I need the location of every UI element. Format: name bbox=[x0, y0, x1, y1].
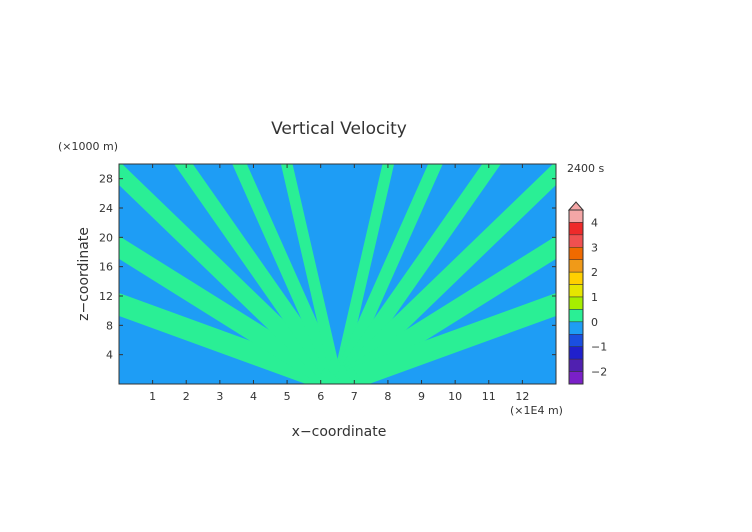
positive-band bbox=[327, 236, 556, 384]
positive-band bbox=[331, 164, 395, 384]
y-axis: 4 8 12 16 20 24 28 bbox=[99, 173, 556, 362]
colorbar-swatch bbox=[568, 309, 584, 323]
colorbar-swatch bbox=[568, 371, 584, 385]
positive-band bbox=[338, 373, 351, 384]
colorbar-label: 0 bbox=[591, 316, 598, 329]
positive-band bbox=[328, 358, 341, 375]
colorbar-swatch bbox=[568, 209, 584, 223]
x-tick-label: 7 bbox=[351, 390, 358, 403]
colorbar-label: 1 bbox=[591, 291, 598, 304]
y-axis-label: z−coordinate bbox=[76, 227, 92, 321]
x-tick-label: 9 bbox=[418, 390, 425, 403]
positive-band bbox=[174, 164, 346, 384]
positive-band bbox=[232, 164, 345, 384]
colorbar-frame bbox=[568, 209, 584, 385]
x-tick-label: 8 bbox=[384, 390, 391, 403]
y-tick-label: 28 bbox=[99, 173, 113, 186]
x-tick-label: 3 bbox=[216, 390, 223, 403]
time-label: 2400 s bbox=[567, 162, 604, 175]
x-tick-label: 1 bbox=[149, 390, 156, 403]
plot-frame bbox=[118, 163, 557, 385]
x-tick-label: 4 bbox=[250, 390, 257, 403]
y-tick-label: 12 bbox=[99, 290, 113, 303]
positive-band bbox=[119, 236, 348, 384]
x-axis-label: x−coordinate bbox=[292, 424, 387, 440]
y-tick-label: 16 bbox=[99, 261, 113, 274]
colorbar-swatch bbox=[568, 259, 584, 273]
negative-velocity-region bbox=[119, 164, 556, 384]
colorbar-swatch bbox=[568, 358, 584, 372]
colorbar-swatch bbox=[568, 271, 584, 285]
positive-band bbox=[326, 292, 556, 384]
colorbar-swatch bbox=[568, 296, 584, 310]
chart-title: Vertical Velocity bbox=[271, 119, 407, 139]
positive-velocity-bands bbox=[119, 164, 556, 384]
x-unit-label: (×1E4 m) bbox=[510, 404, 563, 417]
positive-band bbox=[330, 164, 443, 384]
colorbar-label: −1 bbox=[591, 341, 607, 354]
x-axis: 1 2 3 4 5 6 7 8 9 10 11 12 bbox=[149, 164, 529, 403]
y-tick-label: 8 bbox=[106, 319, 113, 332]
colorbar-swatch bbox=[568, 321, 584, 335]
velocity-field bbox=[119, 164, 556, 384]
colorbar-label: 3 bbox=[591, 241, 598, 254]
positive-band bbox=[328, 164, 556, 384]
x-tick-label: 2 bbox=[183, 390, 190, 403]
x-tick-label: 5 bbox=[284, 390, 291, 403]
colorbar-label: −2 bbox=[591, 366, 607, 379]
x-tick-label: 6 bbox=[317, 390, 324, 403]
x-tick-label: 11 bbox=[482, 390, 496, 403]
y-tick-label: 4 bbox=[106, 349, 113, 362]
x-tick-label: 12 bbox=[515, 390, 529, 403]
colorbar-label: 2 bbox=[591, 266, 598, 279]
x-tick-label: 10 bbox=[448, 390, 462, 403]
colorbar-swatch bbox=[568, 234, 584, 248]
colorbar-swatch bbox=[568, 222, 584, 236]
colorbar-swatch bbox=[568, 247, 584, 260]
colorbar-label: 4 bbox=[591, 216, 598, 229]
colorbar-swatch bbox=[568, 334, 584, 347]
positive-band bbox=[119, 292, 349, 384]
positive-band bbox=[119, 164, 347, 384]
y-unit-label: (×1000 m) bbox=[58, 140, 118, 153]
colorbar: 4 3 2 1 0 −1 −2 bbox=[567, 201, 607, 385]
positive-band bbox=[329, 164, 501, 384]
positive-band bbox=[280, 164, 344, 384]
colorbar-swatch bbox=[568, 284, 584, 298]
y-tick-label: 20 bbox=[99, 231, 113, 244]
colorbar-swatch bbox=[568, 346, 584, 360]
y-tick-label: 24 bbox=[99, 202, 113, 215]
colorbar-extend-arrow bbox=[567, 201, 585, 211]
